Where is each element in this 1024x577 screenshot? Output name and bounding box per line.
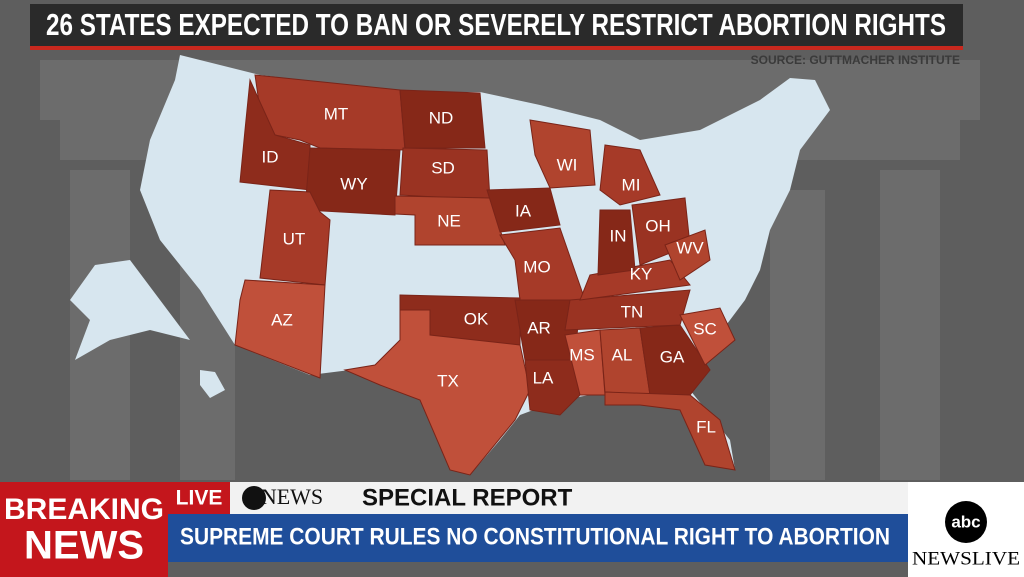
- breaking-box: [0, 482, 168, 577]
- state-label: UT: [283, 229, 306, 248]
- state-label: KY: [630, 264, 653, 283]
- state-label: SC: [693, 319, 717, 338]
- state-label: TX: [437, 371, 459, 390]
- state-label: WV: [676, 238, 704, 257]
- state-label: MO: [523, 257, 550, 276]
- state-label: TN: [621, 302, 644, 321]
- state-label: NE: [437, 211, 461, 230]
- state-label: IA: [515, 201, 532, 220]
- live-box: [168, 482, 230, 514]
- state-label: AZ: [271, 310, 293, 329]
- news-text: NEWS: [24, 524, 144, 568]
- network-text: NEWS: [261, 484, 323, 509]
- state-label: OK: [464, 309, 489, 328]
- state-label: ID: [262, 147, 279, 166]
- title-underline: [30, 46, 963, 50]
- state-label: LA: [533, 368, 554, 387]
- logo-text: abc: [951, 512, 980, 531]
- live-text: LIVE: [176, 487, 223, 510]
- state-label: GA: [660, 347, 685, 366]
- state-label: ND: [429, 108, 454, 127]
- state-label: FL: [696, 417, 716, 436]
- state-label: MT: [324, 104, 349, 123]
- state-label: WY: [340, 174, 367, 193]
- courthouse: [40, 60, 980, 480]
- state-label: MI: [622, 175, 641, 194]
- alaska: [70, 260, 190, 360]
- state-label: AL: [612, 345, 633, 364]
- state-label: AR: [527, 318, 551, 337]
- title: 26 STATES EXPECTED TO BAN OR SEVERELY RE…: [46, 7, 946, 42]
- state-label: OH: [645, 216, 671, 235]
- abc-mark: [242, 486, 266, 510]
- title-box: [30, 4, 963, 48]
- headline: SUPREME COURT RULES NO CONSTITUTIONAL RI…: [180, 523, 890, 550]
- breaking-text: BREAKING: [4, 493, 164, 526]
- show-bar: [230, 482, 908, 514]
- source: SOURCE: GUTTMACHER INSTITUTE: [751, 53, 960, 67]
- state-label: IN: [610, 226, 627, 245]
- logo-network: NEWSLIVE: [912, 548, 1020, 569]
- headline-bar: [168, 514, 908, 562]
- state-label: SD: [431, 158, 455, 177]
- show-text: SPECIAL REPORT: [362, 484, 573, 511]
- hawaii: [200, 370, 225, 398]
- logo-circle: [945, 501, 987, 543]
- state-label: MS: [569, 345, 595, 364]
- restricting-states: [234, 74, 736, 476]
- state-label: WI: [557, 155, 578, 174]
- map: MT ND ID WY SD WI MI NE IA UT IN OH WV M…: [70, 55, 830, 476]
- lower-third: BREAKING NEWS LIVE NEWS SPECIAL REPORT S…: [0, 482, 1024, 577]
